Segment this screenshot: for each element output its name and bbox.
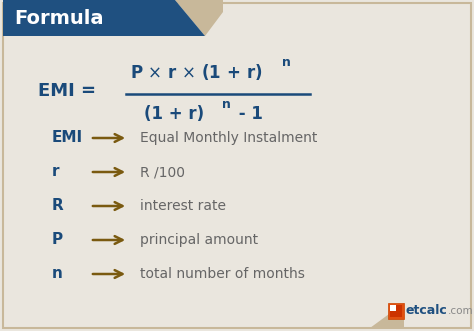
Text: n: n	[222, 98, 231, 111]
Text: EMI: EMI	[52, 130, 83, 146]
Text: total number of months: total number of months	[140, 267, 305, 281]
Polygon shape	[175, 0, 223, 36]
Text: P: P	[52, 232, 63, 248]
Text: - 1: - 1	[233, 105, 263, 123]
Text: n: n	[282, 56, 291, 69]
Text: Equal Monthly Instalment: Equal Monthly Instalment	[140, 131, 318, 145]
Text: interest rate: interest rate	[140, 199, 226, 213]
Text: R: R	[52, 199, 64, 213]
FancyBboxPatch shape	[390, 305, 402, 317]
Text: .com: .com	[448, 306, 474, 316]
Text: r: r	[52, 165, 60, 179]
Text: EMI =: EMI =	[38, 82, 102, 100]
FancyBboxPatch shape	[388, 303, 404, 319]
Text: R /100: R /100	[140, 165, 185, 179]
Text: principal amount: principal amount	[140, 233, 258, 247]
FancyBboxPatch shape	[390, 305, 396, 311]
Text: P $\times$ r $\times$ (1 + r): P $\times$ r $\times$ (1 + r)	[130, 62, 263, 82]
Polygon shape	[370, 303, 404, 328]
Polygon shape	[3, 0, 205, 36]
Text: Formula: Formula	[14, 9, 103, 27]
Text: (1 + r): (1 + r)	[144, 105, 204, 123]
Text: etcalc: etcalc	[406, 305, 448, 317]
Text: n: n	[52, 266, 63, 281]
FancyBboxPatch shape	[3, 3, 471, 328]
